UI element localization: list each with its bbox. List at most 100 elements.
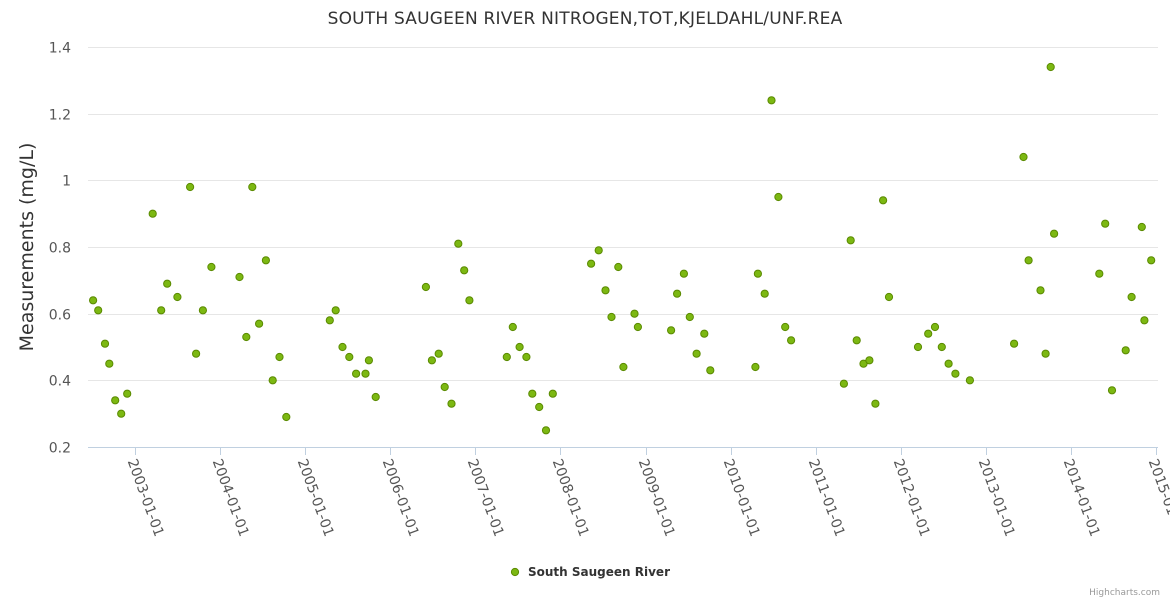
data-point[interactable] <box>587 259 596 268</box>
data-point[interactable] <box>94 306 103 315</box>
data-point[interactable] <box>594 246 603 255</box>
data-point[interactable] <box>865 356 874 365</box>
data-point[interactable] <box>148 209 157 218</box>
data-point[interactable] <box>434 349 443 358</box>
data-point[interactable] <box>692 349 701 358</box>
data-point[interactable] <box>192 349 201 358</box>
data-point[interactable] <box>630 309 639 318</box>
data-point[interactable] <box>117 409 126 418</box>
data-point[interactable] <box>871 399 880 408</box>
data-point[interactable] <box>767 96 776 105</box>
data-point[interactable] <box>502 352 511 362</box>
data-point[interactable] <box>951 369 960 378</box>
data-point[interactable] <box>619 362 628 372</box>
data-point[interactable] <box>123 389 132 398</box>
data-point[interactable] <box>633 322 643 332</box>
data-point[interactable] <box>753 269 763 278</box>
data-point[interactable] <box>352 369 361 378</box>
data-point[interactable] <box>673 289 682 298</box>
data-point[interactable] <box>105 359 114 368</box>
data-point[interactable] <box>667 326 676 335</box>
data-point[interactable] <box>706 366 715 375</box>
data-point[interactable] <box>338 342 347 352</box>
data-point[interactable] <box>198 306 207 315</box>
data-point[interactable] <box>601 286 610 295</box>
data-point[interactable] <box>522 352 531 362</box>
data-point[interactable] <box>361 369 370 378</box>
data-point[interactable] <box>1147 256 1156 265</box>
data-point[interactable] <box>235 272 244 282</box>
data-point[interactable] <box>364 356 373 365</box>
data-point[interactable] <box>541 426 551 435</box>
data-point[interactable] <box>700 329 709 338</box>
data-point[interactable] <box>852 336 861 345</box>
data-point[interactable] <box>1024 256 1033 265</box>
data-point[interactable] <box>913 342 923 352</box>
data-point[interactable] <box>282 412 291 422</box>
data-point[interactable] <box>1137 222 1146 232</box>
data-point[interactable] <box>965 376 975 385</box>
data-point[interactable] <box>679 269 689 278</box>
data-point[interactable] <box>163 279 172 288</box>
data-point[interactable] <box>186 182 195 192</box>
data-point[interactable] <box>1036 286 1045 295</box>
data-point[interactable] <box>846 236 855 245</box>
legend[interactable]: South Saugeen River <box>510 565 670 579</box>
data-point[interactable] <box>331 306 340 315</box>
data-point[interactable] <box>242 332 251 342</box>
data-point[interactable] <box>944 359 953 368</box>
data-point[interactable] <box>255 319 264 328</box>
data-point[interactable] <box>275 352 284 362</box>
data-point[interactable] <box>781 322 790 332</box>
data-point[interactable] <box>345 352 354 362</box>
data-point[interactable] <box>1127 292 1136 302</box>
data-point[interactable] <box>100 339 110 348</box>
data-point[interactable] <box>760 289 769 298</box>
data-point[interactable] <box>440 382 449 392</box>
data-point[interactable] <box>421 282 430 292</box>
data-point[interactable] <box>268 376 277 385</box>
data-point[interactable] <box>535 402 544 412</box>
data-point[interactable] <box>173 292 182 302</box>
data-point[interactable] <box>930 322 940 332</box>
data-point[interactable] <box>1019 152 1028 162</box>
credits[interactable]: Highcharts.com <box>1089 588 1160 598</box>
data-point[interactable] <box>1140 316 1149 325</box>
legend-label[interactable]: South Saugeen River <box>528 565 670 579</box>
data-point[interactable] <box>1010 339 1019 348</box>
data-point[interactable] <box>508 322 517 332</box>
data-point[interactable] <box>1046 62 1055 72</box>
data-point[interactable] <box>774 192 783 202</box>
data-point[interactable] <box>884 292 894 302</box>
data-point[interactable] <box>465 296 474 305</box>
data-point[interactable] <box>1101 219 1110 228</box>
data-point[interactable] <box>454 239 463 248</box>
data-point[interactable] <box>614 262 623 272</box>
data-point[interactable] <box>248 182 257 192</box>
data-point[interactable] <box>1041 349 1050 358</box>
data-point[interactable] <box>515 342 524 352</box>
data-point[interactable] <box>937 342 946 352</box>
data-point[interactable] <box>879 196 888 205</box>
data-point[interactable] <box>89 296 98 305</box>
data-point[interactable] <box>427 356 436 365</box>
data-point[interactable] <box>325 316 334 325</box>
data-point[interactable] <box>685 312 694 322</box>
data-point[interactable] <box>924 329 933 338</box>
data-point[interactable] <box>528 389 537 398</box>
data-point[interactable] <box>859 359 868 368</box>
data-point[interactable] <box>607 312 616 322</box>
data-point[interactable] <box>787 336 796 345</box>
data-point[interactable] <box>548 389 557 398</box>
data-point[interactable] <box>1107 386 1117 395</box>
data-point[interactable] <box>1121 346 1130 355</box>
data-point[interactable] <box>111 396 120 405</box>
data-point[interactable] <box>839 379 849 388</box>
data-point[interactable] <box>460 266 469 275</box>
data-point[interactable] <box>1095 269 1104 278</box>
data-point[interactable] <box>1050 229 1059 238</box>
data-point[interactable] <box>157 306 166 315</box>
data-point[interactable] <box>447 399 456 408</box>
data-point[interactable] <box>207 262 216 272</box>
data-point[interactable] <box>261 256 270 265</box>
